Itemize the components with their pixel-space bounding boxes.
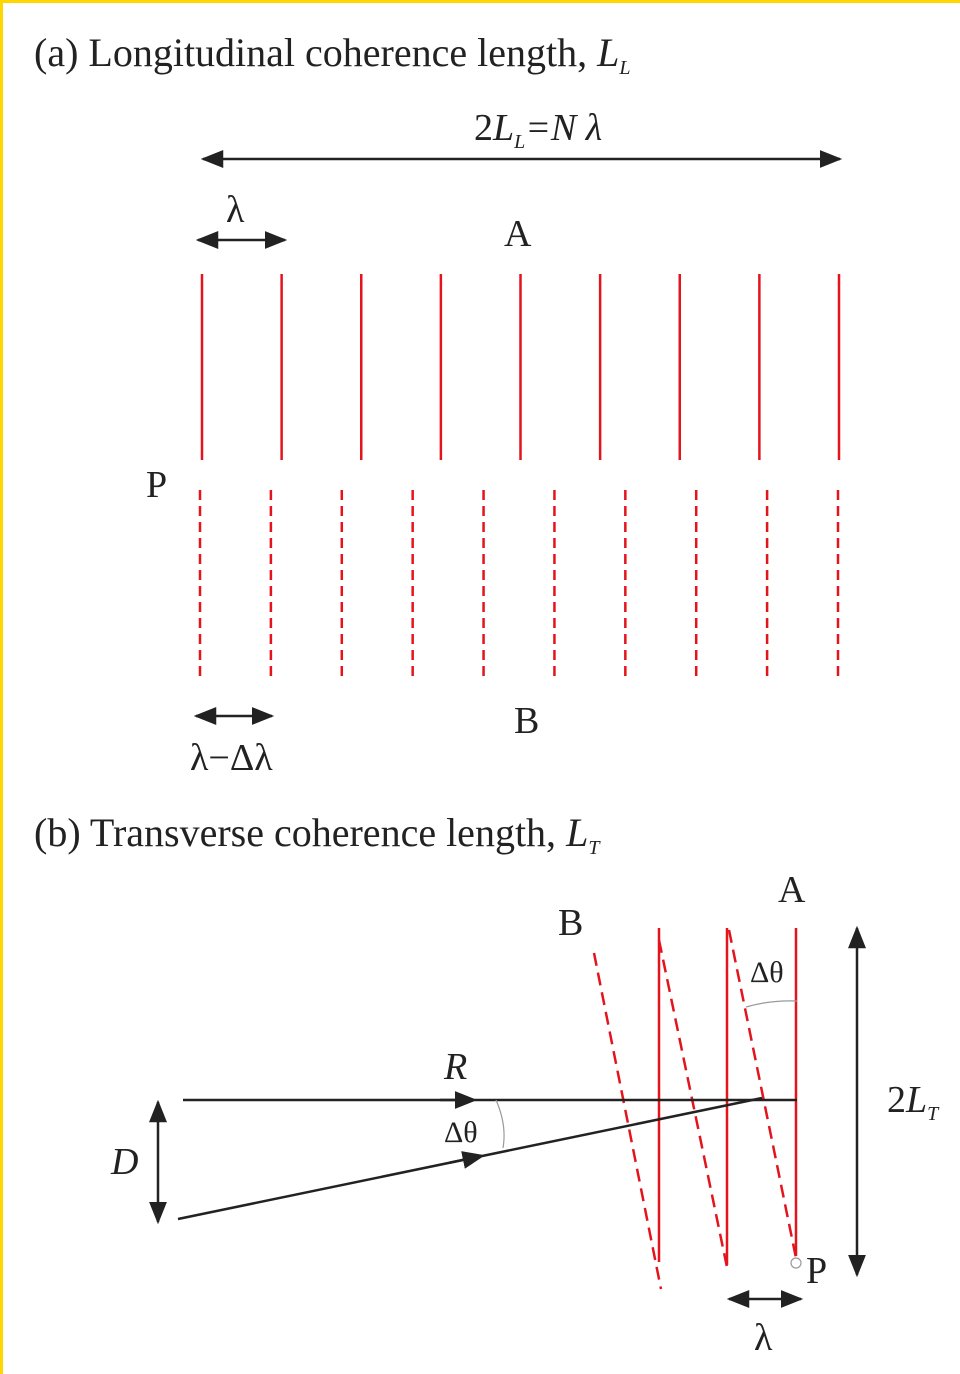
- angle-arc-bottom: [495, 1099, 505, 1149]
- wave-a-fronts-transverse: [657, 928, 798, 1265]
- wave-b-label-b: B: [558, 902, 583, 944]
- panel-a-title: (a) Longitudinal coherence length, LL: [34, 30, 630, 79]
- wave-b-front-2: [657, 939, 730, 1273]
- wave-a-label-b: A: [778, 869, 806, 911]
- point-p-label-b: P: [806, 1250, 827, 1292]
- wave-a-label: A: [504, 213, 532, 255]
- angle-label-bottom: Δθ: [444, 1116, 478, 1149]
- transverse-length-label: 2LT: [887, 1079, 940, 1125]
- angle-arc-top: [745, 1000, 798, 1008]
- longitudinal-length-label: 2LL=N λ: [474, 107, 602, 153]
- source-size-label: D: [110, 1141, 138, 1183]
- angle-label-top: Δθ: [750, 956, 784, 989]
- panel-b-title: (b) Transverse coherence length, LT: [34, 810, 601, 859]
- wave-b-fronts: [198, 490, 840, 678]
- point-p-label-a: P: [146, 464, 167, 506]
- wavelength-shift-label: λ−Δλ: [190, 737, 273, 779]
- wave-b-label: B: [514, 700, 539, 742]
- distance-label: R: [443, 1046, 467, 1088]
- wave-b-front-3: [727, 929, 798, 1259]
- point-p-marker: [790, 1257, 802, 1269]
- wavelength-label-b: λ: [754, 1317, 773, 1359]
- wavelength-label-a: λ: [226, 189, 245, 231]
- wave-b-fronts-transverse: [592, 929, 798, 1290]
- ray-tilted-direction: [449, 1151, 486, 1169]
- wave-a-fronts: [200, 274, 841, 460]
- wave-b-front-1: [592, 952, 663, 1290]
